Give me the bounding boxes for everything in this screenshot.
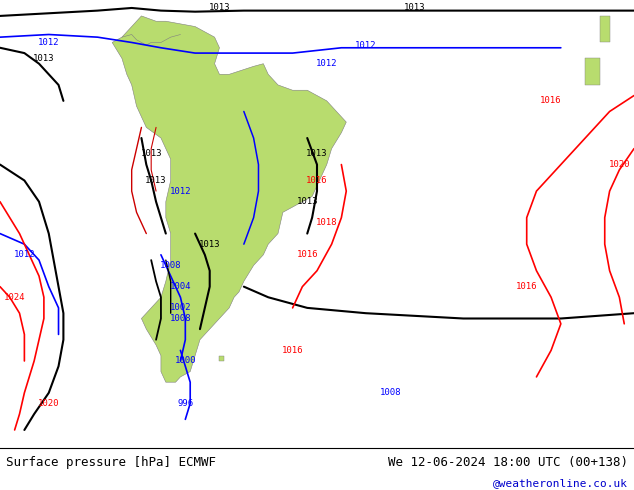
Text: 1000: 1000 — [174, 356, 196, 366]
Text: 1013: 1013 — [209, 3, 230, 12]
Text: 1018: 1018 — [316, 219, 337, 227]
Text: @weatheronline.co.uk: @weatheronline.co.uk — [493, 478, 628, 489]
Text: 996: 996 — [178, 399, 193, 408]
Text: 1013: 1013 — [297, 197, 318, 206]
Polygon shape — [219, 356, 224, 361]
Text: 1016: 1016 — [516, 282, 538, 291]
Text: We 12-06-2024 18:00 UTC (00+138): We 12-06-2024 18:00 UTC (00+138) — [387, 456, 628, 469]
Text: 1004: 1004 — [170, 282, 191, 291]
Text: 1016: 1016 — [540, 97, 562, 105]
Text: 1016: 1016 — [297, 250, 318, 259]
Polygon shape — [600, 16, 610, 43]
Text: 1013: 1013 — [33, 54, 55, 63]
Text: 1012: 1012 — [38, 38, 60, 47]
Text: 1012: 1012 — [316, 59, 337, 68]
Text: 1002: 1002 — [170, 303, 191, 313]
Text: 1012: 1012 — [14, 250, 35, 259]
Text: 1024: 1024 — [4, 293, 25, 302]
Polygon shape — [585, 58, 600, 85]
Text: 1020: 1020 — [609, 160, 630, 169]
Text: 1008: 1008 — [170, 314, 191, 323]
Text: 1016: 1016 — [282, 346, 303, 355]
Text: 1013: 1013 — [199, 240, 221, 249]
Polygon shape — [112, 16, 346, 382]
Text: Surface pressure [hPa] ECMWF: Surface pressure [hPa] ECMWF — [6, 456, 216, 469]
Text: 1013: 1013 — [145, 176, 167, 185]
Text: 1008: 1008 — [160, 261, 181, 270]
Text: 1013: 1013 — [306, 149, 328, 158]
Text: 1008: 1008 — [379, 388, 401, 397]
Text: 1012: 1012 — [170, 187, 191, 196]
Text: 1012: 1012 — [355, 41, 377, 49]
Text: 1016: 1016 — [306, 176, 328, 185]
Text: 1013: 1013 — [404, 3, 425, 12]
Text: 1013: 1013 — [141, 149, 162, 158]
Text: 1020: 1020 — [38, 399, 60, 408]
